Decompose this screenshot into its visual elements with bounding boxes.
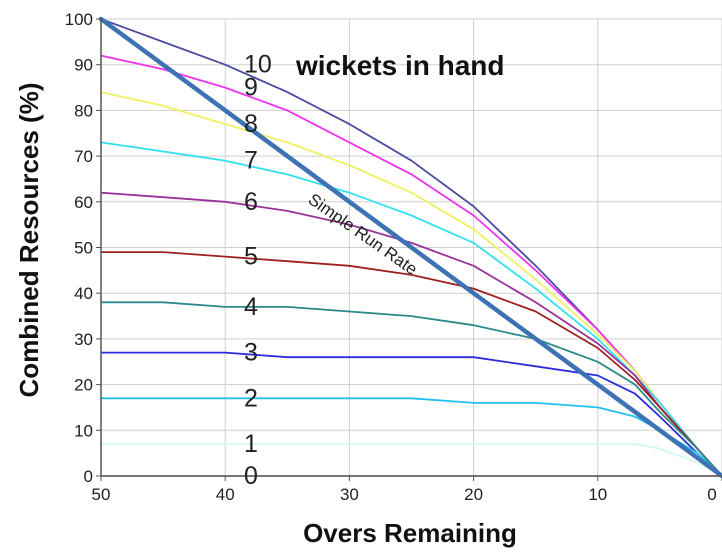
x-tick-label: 30 (340, 485, 359, 504)
y-tick-label: 10 (74, 421, 93, 440)
wickets-annotation: wickets in hand (295, 50, 505, 81)
series-line-6 (100, 191, 722, 477)
curve-label-3: 3 (244, 339, 258, 367)
curve-label-7: 7 (244, 147, 258, 175)
simple-run-rate-label: Simple Run Rate (305, 190, 421, 279)
x-axis-title: Overs Remaining (303, 518, 517, 548)
y-tick-label: 70 (74, 147, 93, 166)
curve-label-6: 6 (244, 188, 258, 216)
y-tick-label: 40 (74, 284, 93, 303)
series-line-5 (101, 251, 722, 477)
curve-label-4: 4 (244, 293, 258, 321)
x-tick-label: 20 (464, 485, 483, 504)
curve-label-5: 5 (244, 243, 258, 271)
series-line-1 (101, 443, 722, 477)
y-tick-label: 80 (74, 101, 93, 120)
x-tick-label: 50 (92, 485, 111, 504)
y-tick-label: 90 (74, 56, 93, 75)
curve-label-2: 2 (244, 384, 258, 412)
curve-label-9: 9 (244, 74, 258, 102)
series-line-8 (100, 91, 722, 477)
series-line-4 (101, 301, 722, 477)
y-tick-label: 50 (74, 239, 93, 258)
series-line-3 (101, 351, 722, 477)
curve-label-1: 1 (244, 430, 258, 458)
x-tick-label: 0 (707, 485, 716, 504)
y-tick-label: 100 (65, 10, 93, 29)
simple-run-rate-line (98, 16, 722, 479)
x-tick-label: 10 (588, 485, 607, 504)
curve-label-10: 10 (244, 51, 272, 79)
y-axis-title: Combined Resources (%) (14, 83, 44, 398)
y-tick-label: 0 (84, 467, 93, 486)
y-tick-label: 30 (74, 330, 93, 349)
y-tick-label: 20 (74, 376, 93, 395)
y-tick-label: 60 (74, 193, 93, 212)
curve-label-8: 8 (244, 110, 258, 138)
series-line-7 (100, 141, 722, 477)
x-tick-label: 40 (216, 485, 235, 504)
curve-label-0: 0 (244, 462, 258, 490)
